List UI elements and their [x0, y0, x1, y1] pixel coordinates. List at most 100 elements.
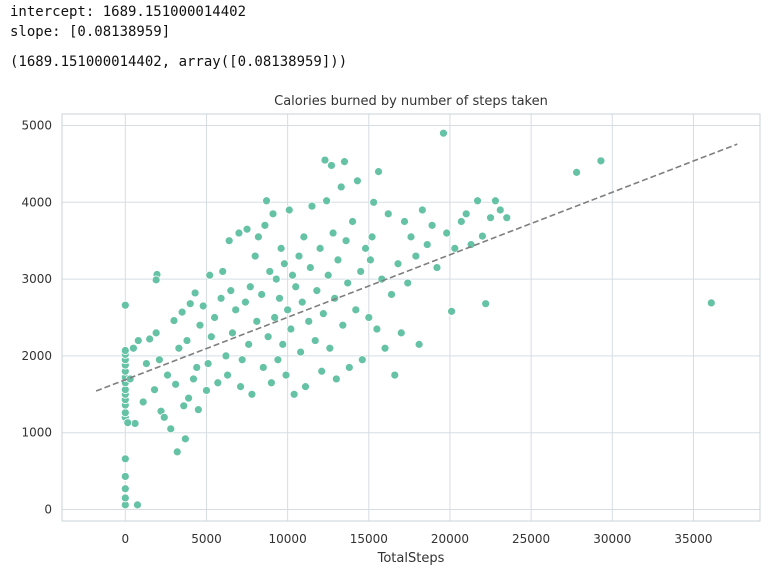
data-point	[374, 167, 383, 176]
data-point	[193, 405, 203, 415]
data-point	[190, 288, 200, 298]
data-point	[596, 156, 606, 166]
y-tick-label: 4000	[21, 195, 52, 209]
data-point	[461, 209, 471, 219]
data-point	[432, 263, 442, 272]
data-point	[310, 336, 320, 345]
regression-line	[95, 143, 738, 392]
data-points	[120, 128, 716, 510]
data-point	[260, 220, 270, 230]
data-point	[234, 228, 244, 238]
data-point	[180, 434, 190, 444]
y-tick-label: 0	[44, 502, 52, 516]
data-point	[171, 379, 181, 389]
data-point	[706, 298, 716, 308]
data-point	[380, 343, 390, 353]
data-point	[456, 217, 466, 226]
data-point	[262, 196, 271, 206]
data-point	[278, 339, 288, 349]
data-point	[299, 232, 309, 242]
data-point	[348, 217, 357, 226]
data-point	[344, 363, 354, 372]
data-point	[241, 297, 250, 307]
data-point	[145, 334, 155, 344]
data-point	[185, 299, 195, 309]
data-point	[343, 278, 353, 288]
data-point	[120, 484, 130, 494]
data-point	[257, 290, 267, 299]
data-point	[369, 197, 379, 207]
data-point	[364, 313, 374, 322]
data-point	[322, 196, 331, 206]
x-tick-label: 5000	[191, 532, 222, 546]
x-tick-label: 25000	[512, 532, 550, 546]
data-point	[275, 293, 284, 303]
data-point	[491, 196, 500, 206]
data-point	[312, 286, 322, 296]
data-point	[273, 355, 283, 365]
data-point	[320, 155, 330, 165]
data-point	[372, 324, 382, 334]
plot-frame	[61, 113, 761, 522]
data-point	[338, 320, 348, 330]
y-tick-label: 2000	[21, 349, 52, 363]
data-point	[245, 282, 255, 292]
data-point	[184, 393, 194, 403]
data-point	[315, 243, 325, 253]
data-point	[263, 332, 273, 342]
data-point	[450, 243, 460, 253]
data-point	[403, 278, 413, 288]
data-point	[123, 418, 133, 428]
data-point	[422, 240, 432, 249]
data-point	[120, 493, 130, 503]
data-point	[473, 196, 482, 206]
data-point	[151, 328, 161, 338]
data-point	[129, 343, 138, 353]
data-point	[250, 251, 260, 261]
data-point	[228, 328, 237, 338]
data-point	[163, 370, 172, 380]
data-point	[297, 297, 307, 307]
data-point	[333, 255, 343, 265]
data-point	[182, 336, 192, 345]
data-point	[447, 306, 456, 316]
data-point	[133, 500, 142, 510]
x-tick-label: 30000	[593, 532, 631, 546]
data-point	[296, 347, 306, 357]
data-point	[247, 389, 257, 399]
data-point	[130, 419, 140, 428]
data-point	[279, 259, 289, 269]
data-point	[305, 263, 315, 272]
data-point	[427, 220, 437, 230]
data-point	[383, 209, 393, 219]
data-point	[150, 385, 159, 395]
data-point	[206, 332, 216, 342]
data-point	[281, 370, 291, 380]
data-point	[289, 389, 299, 399]
data-point	[406, 232, 416, 242]
data-point	[172, 447, 182, 457]
data-point	[400, 217, 409, 226]
data-point	[283, 305, 293, 315]
data-point	[213, 378, 223, 388]
data-point	[340, 157, 349, 167]
data-point	[192, 363, 202, 372]
data-point	[478, 231, 487, 241]
data-point	[198, 301, 208, 311]
data-point	[221, 351, 231, 361]
data-point	[270, 313, 280, 322]
data-point	[258, 363, 268, 372]
data-point	[226, 286, 236, 296]
x-tick-label: 0	[121, 532, 129, 546]
y-tick-label: 3000	[21, 272, 52, 286]
data-point	[179, 401, 189, 411]
data-point	[414, 339, 424, 349]
data-point	[439, 128, 448, 138]
data-point	[244, 339, 254, 349]
data-point	[396, 328, 406, 338]
data-point	[205, 270, 215, 280]
x-axis-title: TotalSteps	[377, 551, 445, 566]
data-point	[367, 232, 377, 242]
data-point	[195, 320, 205, 330]
data-point	[387, 290, 396, 299]
